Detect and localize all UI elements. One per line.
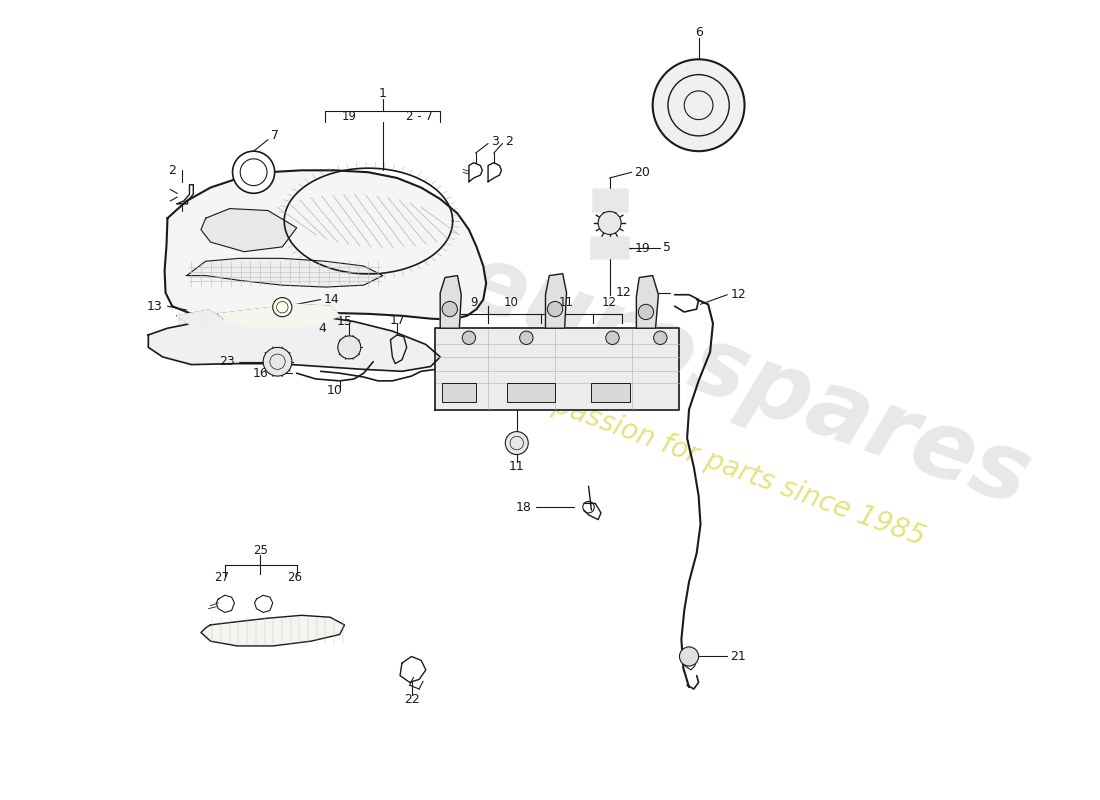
Polygon shape	[546, 274, 566, 328]
Text: 19: 19	[635, 242, 650, 255]
Text: 11: 11	[509, 461, 525, 474]
Polygon shape	[148, 314, 440, 371]
Text: 12: 12	[730, 288, 746, 302]
Text: 7: 7	[271, 130, 278, 142]
Circle shape	[680, 647, 698, 666]
Polygon shape	[637, 275, 659, 328]
Circle shape	[232, 151, 275, 194]
Polygon shape	[187, 258, 383, 287]
Text: 1: 1	[378, 87, 387, 100]
Polygon shape	[177, 310, 222, 327]
Circle shape	[652, 59, 745, 151]
Text: 18: 18	[515, 501, 531, 514]
Text: 15: 15	[337, 315, 352, 328]
Polygon shape	[165, 170, 486, 320]
Text: 2: 2	[505, 135, 514, 148]
Text: a passion for parts since 1985: a passion for parts since 1985	[526, 382, 930, 552]
Text: 2: 2	[168, 164, 176, 177]
Text: 17: 17	[389, 314, 405, 327]
Polygon shape	[593, 190, 627, 210]
Text: 25: 25	[253, 544, 267, 557]
Circle shape	[638, 304, 653, 320]
Circle shape	[653, 331, 667, 345]
Text: 21: 21	[730, 650, 746, 663]
Text: 16: 16	[252, 366, 268, 380]
Text: 23: 23	[219, 355, 234, 368]
Text: 14: 14	[323, 293, 339, 306]
Circle shape	[263, 347, 292, 376]
Circle shape	[548, 302, 563, 317]
Text: eurospares: eurospares	[450, 235, 1043, 526]
Circle shape	[505, 431, 528, 454]
Text: 19: 19	[342, 110, 356, 123]
FancyBboxPatch shape	[442, 382, 475, 402]
Text: 3: 3	[491, 135, 498, 148]
Polygon shape	[592, 238, 628, 258]
Polygon shape	[201, 615, 344, 646]
Text: 12: 12	[602, 296, 617, 309]
Text: 5: 5	[663, 242, 671, 254]
Text: 12: 12	[616, 286, 631, 299]
Text: 9: 9	[470, 296, 477, 309]
Polygon shape	[440, 275, 461, 328]
FancyBboxPatch shape	[592, 382, 629, 402]
Circle shape	[273, 298, 292, 317]
Circle shape	[606, 331, 619, 345]
Text: 4: 4	[319, 322, 327, 334]
Text: 22: 22	[404, 693, 419, 706]
Text: 13: 13	[147, 300, 163, 313]
Circle shape	[519, 331, 534, 345]
FancyBboxPatch shape	[507, 382, 556, 402]
Text: 27: 27	[214, 570, 230, 583]
Text: 2 - 7: 2 - 7	[406, 110, 432, 123]
Circle shape	[442, 302, 458, 317]
Polygon shape	[436, 328, 680, 410]
Text: 6: 6	[695, 26, 703, 39]
Circle shape	[338, 336, 361, 359]
Circle shape	[462, 331, 475, 345]
Polygon shape	[201, 209, 297, 252]
Text: 10: 10	[504, 296, 518, 309]
Polygon shape	[218, 304, 340, 328]
Circle shape	[598, 211, 622, 234]
Text: 20: 20	[635, 166, 650, 178]
Text: 26: 26	[287, 570, 303, 583]
Text: 10: 10	[327, 384, 343, 397]
Text: 11: 11	[559, 296, 574, 309]
